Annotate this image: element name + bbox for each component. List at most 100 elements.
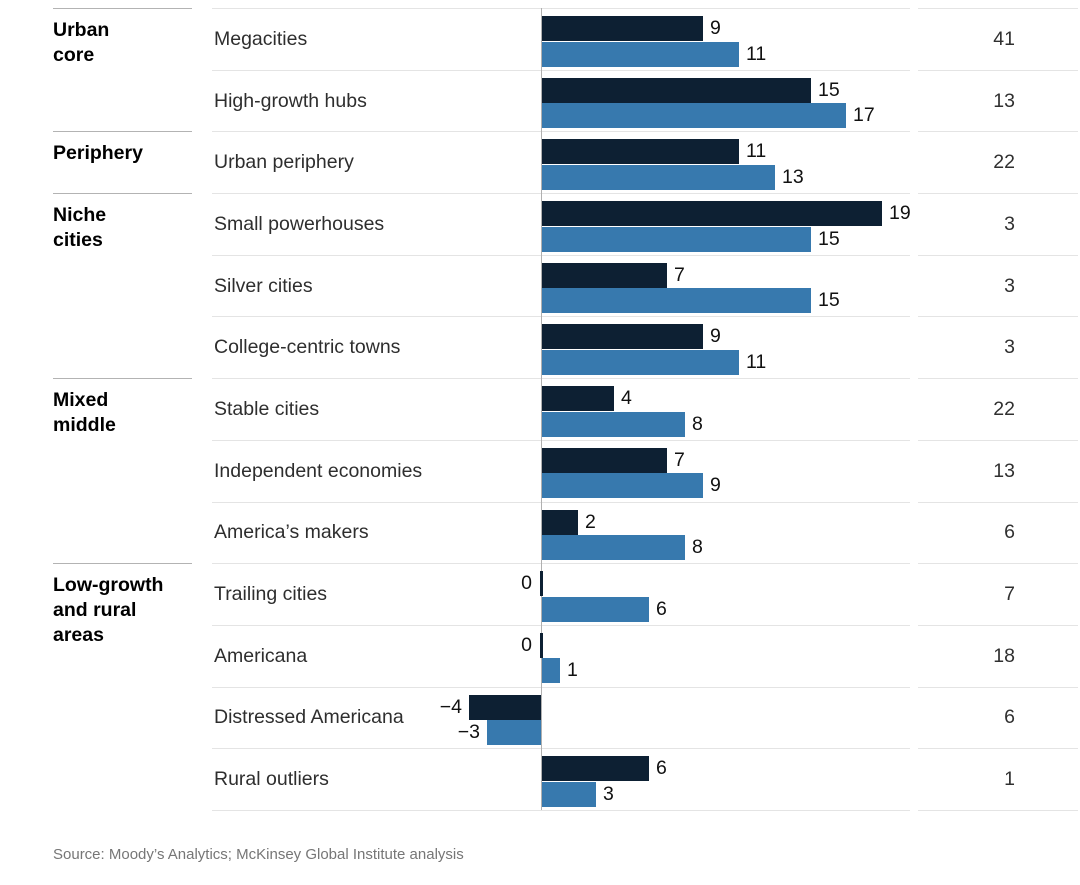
chart-rows: Urban core Megacities 9 11 41 High-growth hub… [0,8,1080,811]
row-category-label: Independent economies [214,459,423,482]
table-row: Independent economies 7 9 13 [0,439,1080,502]
bar-blue [542,41,739,67]
table-row: Silver cities 7 15 3 [0,254,1080,317]
group-cell [53,502,192,564]
column-gap [192,8,212,70]
group-cell: Mixed middle [53,378,192,440]
group-cell: Urban core [53,8,192,70]
row-category-label: High-growth hubs [214,89,367,112]
column-gap [192,687,212,749]
bar-dark [542,324,703,350]
row-group-label: Urban core [53,19,110,66]
group-cell [53,70,192,132]
row-category-label: Distressed Americana [214,706,404,729]
bar-value-label: 15 [818,289,840,312]
bar-blue [487,720,541,746]
bar-dark [542,77,811,103]
bar-blue [542,226,811,252]
bar-value-label: 15 [818,78,840,101]
group-cell: Low-growth and rural areas [53,563,192,646]
bar-value-label: −3 [457,721,480,744]
bar-dark [469,694,541,720]
bar-value-label: 15 [818,227,840,250]
row-category-label: College-centric towns [214,336,401,359]
table-row: High-growth hubs 15 17 13 [0,69,1080,132]
group-cell: Periphery [53,131,192,193]
chart-cell: Distressed Americana −4 −3 [212,686,910,749]
bar-blue [542,781,596,807]
table-row: America’s makers 2 8 6 [0,501,1080,564]
column-gap [910,8,918,70]
bar-dark [542,756,649,782]
row-group-label: Mixed middle [53,389,116,437]
bar-value-label: 6 [656,757,667,780]
table-row: Rural outliers 6 3 1 [0,748,1080,810]
group-cell [53,316,192,378]
bar-blue [542,596,649,622]
bar-blue [542,164,775,190]
bar-value-label: 8 [692,536,703,558]
column-gap [192,440,212,502]
table-row: College-centric towns 9 11 3 [0,316,1080,378]
row-category-label: Megacities [214,27,308,50]
row-category-label: Rural outliers [214,768,329,791]
column-gap [910,255,918,317]
row-group-label: Niche cities [53,204,107,252]
bottom-border-chart [212,809,910,811]
row-right-value: 13 [918,439,1078,502]
bar-value-label: 17 [853,104,875,127]
bar-blue [542,658,560,684]
table-row: Mixed middle Stable cities 4 8 22 [0,378,1080,440]
bar-value-label: 3 [603,782,614,805]
bar-blue [542,535,685,560]
bar-value-label: 7 [674,263,685,286]
row-category-label: Trailing cities [214,583,328,606]
table-row: Periphery Urban periphery 11 13 22 [0,131,1080,193]
bar-value-label: 0 [521,572,532,595]
bar-blue [542,349,739,375]
row-right-value: 6 [918,501,1078,564]
column-gap [192,255,212,317]
chart-cell: Silver cities 7 15 [212,254,910,317]
row-group-label: Periphery [53,142,143,165]
chart-cell: Independent economies 7 9 [212,439,910,502]
row-category-label: America’s makers [214,521,369,544]
column-gap [192,502,212,564]
bar-value-label: 6 [656,597,667,620]
bar-value-label: 7 [674,448,685,471]
row-right-value: 1 [918,748,1078,810]
zero-axis-line [541,8,542,810]
row-right-value: 6 [918,686,1078,749]
bar-dark [542,447,667,473]
column-gap [910,563,918,625]
row-category-label: Silver cities [214,274,313,297]
group-cell [53,748,192,810]
column-gap [192,378,212,440]
bar-value-label: 8 [692,412,703,435]
row-right-value: 41 [918,8,1078,70]
group-cell: Niche cities [53,193,192,255]
group-cell [53,687,192,749]
column-gap [192,748,212,810]
column-gap [192,70,212,132]
row-right-value: 3 [918,193,1078,255]
chart-cell: Stable cities 4 8 [212,378,910,440]
table-row: Low-growth and rural areas Trailing citie… [0,563,1080,646]
table-row: Americana 0 1 18 [0,624,1080,687]
bar-value-label: 1 [567,659,578,682]
bar-value-label: 2 [585,510,596,533]
bar-dark [542,16,703,41]
chart-cell: High-growth hubs 15 17 [212,69,910,132]
chart-cell: America’s makers 2 8 [212,501,910,564]
bar-blue [542,411,685,437]
column-gap [192,131,212,193]
column-gap [192,316,212,378]
bar-value-label: 11 [746,140,767,163]
bar-dark [542,139,739,165]
row-right-value: 3 [918,316,1078,378]
bar-blue [542,288,811,314]
row-category-label: Stable cities [214,397,320,420]
source-note: Source: Moody’s Analytics; McKinsey Glob… [53,846,464,863]
column-gap [910,378,918,440]
